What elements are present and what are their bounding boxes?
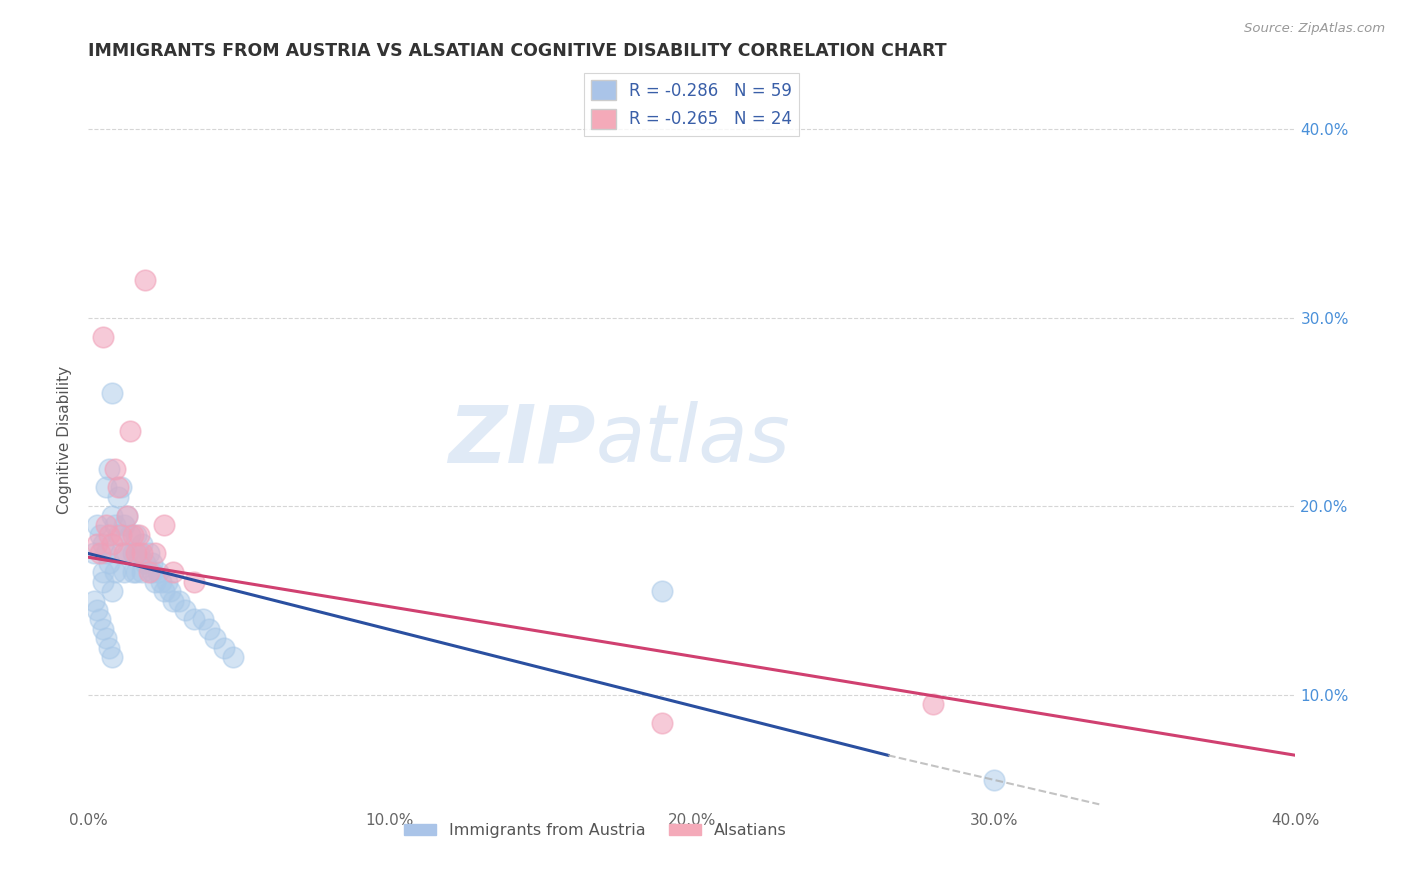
Point	[83, 546, 105, 560]
Text: atlas: atlas	[595, 401, 790, 479]
Point	[173, 603, 195, 617]
Point	[96, 546, 118, 560]
Point	[128, 546, 150, 560]
Point	[89, 546, 111, 560]
Point	[104, 518, 127, 533]
Point	[138, 566, 160, 580]
Point	[141, 566, 163, 580]
Legend: Immigrants from Austria, Alsatians: Immigrants from Austria, Alsatians	[398, 816, 793, 844]
Point	[143, 574, 166, 589]
Point	[101, 386, 124, 401]
Point	[98, 461, 121, 475]
Point	[89, 612, 111, 626]
Point	[110, 480, 132, 494]
Point	[107, 527, 129, 541]
Point	[83, 593, 105, 607]
Point	[183, 612, 205, 626]
Point	[86, 537, 108, 551]
Point	[222, 650, 245, 665]
Point	[212, 640, 235, 655]
Point	[125, 546, 148, 560]
Point	[112, 566, 135, 580]
Point	[107, 490, 129, 504]
Point	[117, 508, 139, 523]
Point	[651, 716, 673, 731]
Point	[134, 556, 156, 570]
Point	[91, 537, 114, 551]
Point	[167, 593, 190, 607]
Point	[134, 273, 156, 287]
Point	[141, 556, 163, 570]
Point	[112, 518, 135, 533]
Point	[120, 424, 142, 438]
Point	[152, 584, 174, 599]
Point	[98, 556, 121, 570]
Text: Source: ZipAtlas.com: Source: ZipAtlas.com	[1244, 22, 1385, 36]
Point	[101, 508, 124, 523]
Point	[131, 537, 153, 551]
Point	[104, 566, 127, 580]
Point	[983, 772, 1005, 787]
Point	[156, 574, 179, 589]
Point	[98, 640, 121, 655]
Point	[128, 527, 150, 541]
Point	[86, 603, 108, 617]
Point	[125, 566, 148, 580]
Y-axis label: Cognitive Disability: Cognitive Disability	[58, 367, 72, 515]
Point	[96, 632, 118, 646]
Point	[110, 546, 132, 560]
Point	[110, 527, 132, 541]
Point	[91, 329, 114, 343]
Point	[96, 480, 118, 494]
Point	[159, 584, 181, 599]
Point	[131, 566, 153, 580]
Point	[112, 546, 135, 560]
Point	[143, 546, 166, 560]
Point	[152, 518, 174, 533]
Point	[91, 566, 114, 580]
Point	[204, 632, 226, 646]
Point	[651, 584, 673, 599]
Point	[117, 508, 139, 523]
Point	[122, 527, 145, 541]
Point	[922, 698, 945, 712]
Point	[101, 584, 124, 599]
Point	[162, 566, 184, 580]
Point	[96, 518, 118, 533]
Text: IMMIGRANTS FROM AUSTRIA VS ALSATIAN COGNITIVE DISABILITY CORRELATION CHART: IMMIGRANTS FROM AUSTRIA VS ALSATIAN COGN…	[89, 42, 946, 60]
Point	[198, 622, 221, 636]
Point	[86, 518, 108, 533]
Point	[131, 546, 153, 560]
Point	[146, 566, 169, 580]
Point	[91, 622, 114, 636]
Point	[98, 527, 121, 541]
Point	[107, 480, 129, 494]
Point	[122, 566, 145, 580]
Point	[183, 574, 205, 589]
Point	[138, 546, 160, 560]
Text: ZIP: ZIP	[449, 401, 595, 479]
Point	[101, 650, 124, 665]
Point	[89, 527, 111, 541]
Point	[191, 612, 214, 626]
Point	[125, 527, 148, 541]
Point	[162, 593, 184, 607]
Point	[117, 546, 139, 560]
Point	[149, 574, 172, 589]
Point	[120, 527, 142, 541]
Point	[91, 574, 114, 589]
Point	[122, 546, 145, 560]
Point	[101, 537, 124, 551]
Point	[104, 461, 127, 475]
